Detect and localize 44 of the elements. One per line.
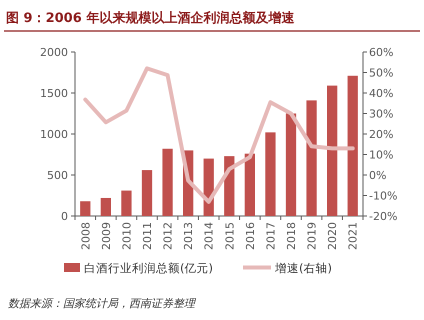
- y-tick-label: 500: [47, 169, 68, 182]
- x-tick-label: 2017: [264, 222, 278, 250]
- x-tick-label: 2019: [306, 222, 319, 250]
- bar: [327, 86, 338, 216]
- bar: [80, 201, 90, 216]
- x-tick-label: 2018: [285, 222, 298, 250]
- bar: [100, 198, 111, 216]
- bar: [162, 148, 173, 216]
- x-tick-label: 2015: [223, 222, 236, 250]
- y-tick-label: 1500: [40, 87, 68, 100]
- y2-tick-label: 10%: [369, 148, 394, 162]
- bar: [265, 132, 276, 216]
- x-tick-label: 2011: [141, 222, 154, 250]
- y-tick-label: 0: [61, 210, 68, 223]
- x-tick-label: 2012: [162, 222, 175, 250]
- x-tick-label: 2014: [202, 222, 216, 250]
- y2-tick-label: 40%: [369, 87, 394, 100]
- y-tick-label: 2000: [40, 46, 68, 59]
- x-tick-label: 2020: [326, 222, 340, 250]
- bar: [306, 100, 317, 216]
- y2-tick-label: 50%: [369, 66, 394, 80]
- x-tick-label: 2009: [100, 222, 113, 250]
- legend-label: 白酒行业利润总额(亿元): [84, 261, 213, 275]
- x-tick-label: 2010: [120, 222, 134, 250]
- y2-tick-label: -10%: [369, 190, 398, 202]
- x-tick-label: 2008: [79, 222, 92, 250]
- y2-tick-label: -20%: [369, 210, 398, 223]
- y-tick-label: 1000: [40, 128, 68, 141]
- bar: [121, 190, 132, 216]
- x-tick-label: 2021: [346, 222, 360, 250]
- bar: [244, 154, 255, 216]
- y2-tick-label: 30%: [369, 108, 394, 120]
- y2-tick-label: 20%: [369, 128, 394, 141]
- legend-label: 增速(右轴): [274, 261, 332, 275]
- bar: [286, 114, 296, 216]
- x-tick-label: 2016: [244, 222, 257, 250]
- x-tick-label: 2013: [182, 222, 196, 250]
- chart-title: 图 9：2006 年以来规模以上酒企利润总额及增速: [6, 10, 296, 26]
- source-note: 数据来源：国家统计局，西南证券整理: [8, 297, 197, 310]
- line-series: [83, 66, 355, 204]
- bar: [348, 76, 358, 216]
- bar: [142, 170, 152, 216]
- y2-tick-label: 0%: [369, 169, 386, 182]
- y2-tick-label: 60%: [369, 46, 394, 59]
